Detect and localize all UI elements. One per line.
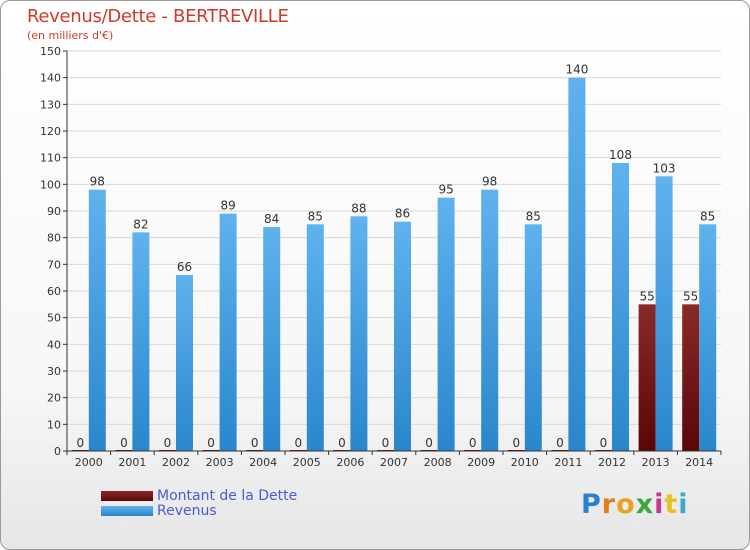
y-tick-label: 150 [40, 45, 61, 58]
bar-revenus [394, 221, 411, 451]
data-label-dette: 0 [469, 436, 477, 450]
bar-revenus [176, 275, 193, 451]
data-label-revenus: 85 [526, 209, 541, 223]
data-label-dette: 55 [639, 289, 654, 303]
x-tick-label: 2011 [554, 456, 582, 469]
proxiti-logo: Proxiti [581, 489, 689, 520]
y-tick-label: 50 [47, 312, 61, 325]
data-label-dette: 0 [120, 436, 128, 450]
logo-letter: x [635, 489, 655, 520]
data-label-revenus: 98 [90, 175, 105, 189]
y-tick-label: 20 [47, 392, 61, 405]
data-label-revenus: 85 [700, 209, 715, 223]
y-tick-label: 30 [47, 365, 61, 378]
x-tick-label: 2002 [162, 456, 190, 469]
bar-revenus [612, 163, 629, 451]
data-label-dette: 0 [251, 436, 259, 450]
chart-title: Revenus/Dette - BERTREVILLE [27, 6, 289, 27]
x-tick-label: 2003 [206, 456, 234, 469]
data-label-revenus: 86 [395, 207, 410, 221]
legend-swatch-revenus [101, 506, 153, 516]
data-label-dette: 0 [207, 436, 215, 450]
bar-revenus [132, 232, 150, 451]
bar-revenus [699, 224, 717, 451]
data-label-dette: 55 [683, 289, 698, 303]
data-label-revenus: 98 [482, 175, 497, 189]
x-tick-label: 2014 [685, 456, 713, 469]
bar-revenus [568, 77, 586, 452]
data-label-revenus: 85 [308, 209, 323, 223]
data-label-revenus: 84 [264, 212, 279, 226]
bar-revenus [350, 216, 368, 451]
bar-revenus [655, 176, 673, 452]
data-label-dette: 0 [556, 436, 564, 450]
bar-revenus [88, 189, 106, 451]
data-label-revenus: 66 [177, 260, 192, 274]
logo-letter: r [601, 489, 617, 520]
chart-subtitle: (en milliers d'€) [27, 29, 114, 42]
data-label-dette: 0 [76, 436, 84, 450]
y-tick-label: 10 [47, 418, 61, 431]
bars [71, 77, 717, 452]
data-label-dette: 0 [425, 436, 433, 450]
logo-letter: i [678, 489, 689, 520]
bar-revenus [481, 189, 499, 451]
axes: 0 10 20 30 40 50 60 70 80 90 100 110 120 130 140 150 200… [40, 45, 722, 469]
y-tick-label: 90 [47, 205, 61, 218]
bar-revenus [219, 213, 237, 451]
x-tick-label: 2006 [336, 456, 364, 469]
x-tick-label: 2001 [118, 456, 146, 469]
bar-dette [682, 304, 700, 451]
y-tick-label: 0 [54, 445, 61, 458]
data-label-revenus: 89 [220, 199, 235, 213]
data-label-dette: 0 [600, 436, 608, 450]
y-tick-label: 110 [40, 152, 61, 165]
x-tick-label: 2000 [75, 456, 103, 469]
y-tick-label: 140 [40, 72, 61, 85]
x-tick-label: 2010 [511, 456, 539, 469]
bar-revenus [306, 224, 324, 451]
y-tick-label: 70 [47, 258, 61, 271]
x-tick-label: 2004 [249, 456, 277, 469]
data-label-dette: 0 [164, 436, 172, 450]
x-tick-label: 2012 [598, 456, 626, 469]
data-label-revenus: 103 [653, 161, 676, 175]
data-labels: 0 98 0 82 0 66 0 89 0 84 0 85 0 88 0 86 0 95 0 98 0 85 0 140 0 10… [76, 63, 715, 450]
data-label-revenus: 108 [609, 148, 632, 162]
legend-label-dette: Montant de la Dette [157, 488, 298, 504]
logo-letter: t [664, 489, 679, 520]
data-label-revenus: 82 [133, 217, 148, 231]
data-label-revenus: 95 [438, 183, 453, 197]
legend-swatch-dette [101, 491, 153, 501]
y-tick-label: 120 [40, 125, 61, 138]
legend-label-revenus: Revenus [157, 503, 217, 519]
y-tick-label: 80 [47, 232, 61, 245]
x-tick-label: 2008 [424, 456, 452, 469]
y-tick-label: 130 [40, 98, 61, 111]
logo-letter: o [616, 489, 636, 520]
data-label-dette: 0 [338, 436, 346, 450]
data-label-dette: 0 [512, 436, 520, 450]
x-tick-label: 2013 [642, 456, 670, 469]
data-label-dette: 0 [294, 436, 302, 450]
x-tick-label: 2009 [467, 456, 495, 469]
bar-revenus [263, 227, 281, 451]
x-tick-label: 2007 [380, 456, 408, 469]
bar-revenus [437, 197, 455, 451]
data-label-dette: 0 [382, 436, 390, 450]
y-tick-label: 100 [40, 178, 61, 191]
bar-revenus [524, 224, 542, 451]
data-label-revenus: 140 [565, 63, 588, 77]
logo-letter: i [654, 489, 665, 520]
logo-letter: P [581, 489, 602, 520]
y-tick-label: 40 [47, 338, 61, 351]
x-tick-label: 2005 [293, 456, 321, 469]
bar-dette [638, 304, 656, 451]
data-label-revenus: 88 [351, 201, 366, 215]
y-tick-label: 60 [47, 285, 61, 298]
